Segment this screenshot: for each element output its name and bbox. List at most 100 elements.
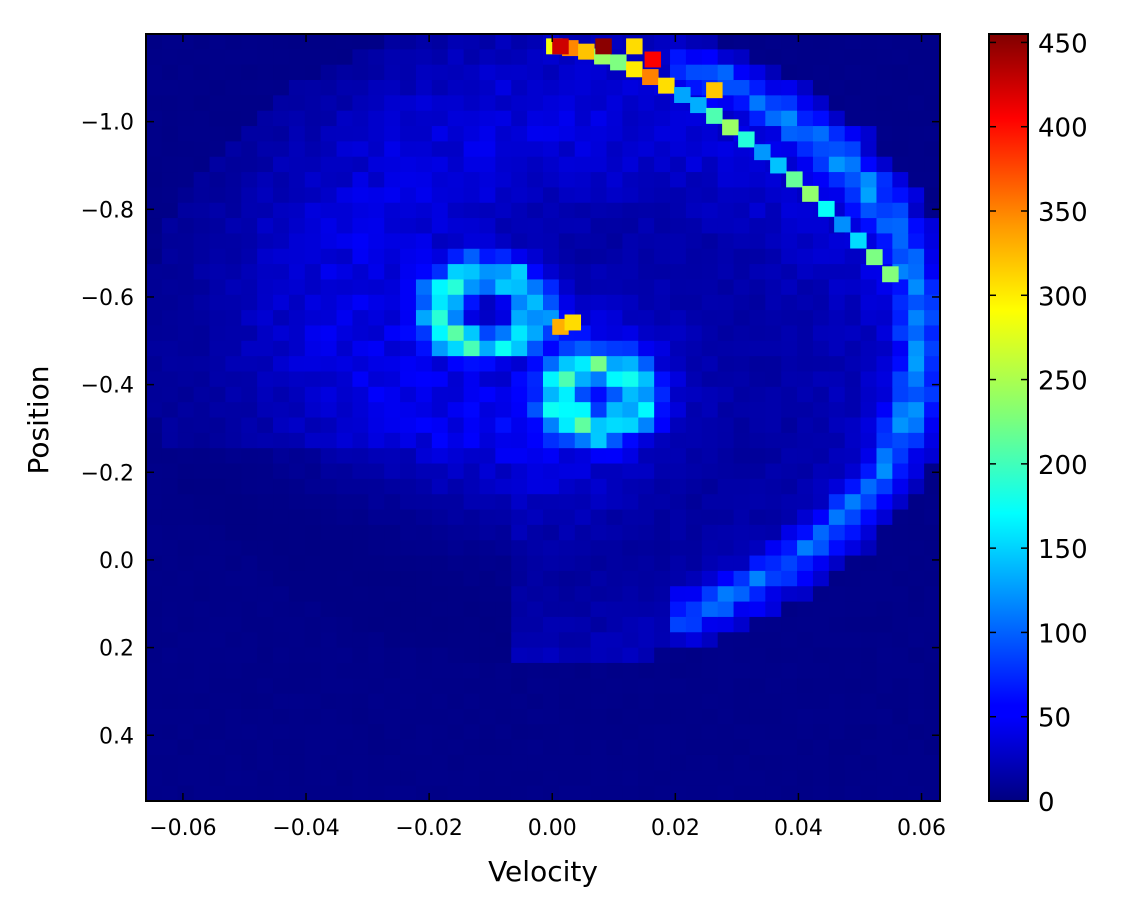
heatmap-cell	[273, 570, 290, 587]
heatmap-cell	[717, 693, 735, 710]
heatmap-cell	[670, 785, 687, 802]
heatmap-cell	[828, 340, 846, 357]
heatmap-cell	[670, 494, 687, 511]
heatmap-cell	[463, 632, 481, 649]
heatmap-cell	[844, 540, 862, 557]
heatmap-cell	[701, 432, 719, 449]
heatmap-cell	[606, 509, 623, 526]
heatmap-cell	[606, 616, 623, 633]
heatmap-cell	[733, 371, 751, 388]
heatmap-cell	[828, 49, 846, 66]
heatmap-cell	[463, 524, 481, 541]
heatmap-cell	[543, 264, 560, 281]
heatmap-cell	[447, 294, 465, 311]
heatmap-cell	[273, 264, 290, 281]
heatmap-cell	[288, 432, 306, 449]
heatmap-cell	[161, 279, 179, 296]
heatmap-cell	[146, 570, 163, 587]
y-tick-label: −0.2	[81, 461, 134, 486]
heatmap-cell	[368, 770, 385, 787]
heatmap-cell	[908, 325, 925, 342]
heatmap-cell	[479, 770, 496, 787]
heatmap-cell	[749, 80, 766, 96]
heatmap-cell	[193, 126, 211, 142]
heatmap-cell	[336, 34, 354, 50]
heatmap-cell	[844, 448, 862, 465]
heatmap-cell	[670, 586, 687, 603]
heatmap-cell	[415, 432, 433, 449]
heatmap-cell	[828, 555, 846, 572]
heatmap-cell	[336, 632, 354, 649]
heatmap-cell	[273, 540, 290, 557]
heatmap-cell	[177, 126, 195, 142]
heatmap-cell	[400, 540, 417, 557]
heatmap-cell	[670, 509, 687, 526]
heatmap-cell	[273, 432, 290, 449]
heatmap-cell	[574, 570, 592, 587]
heatmap-cell	[670, 356, 687, 373]
heatmap-cell	[146, 218, 163, 235]
heatmap-cell	[638, 509, 655, 526]
heatmap-cell	[590, 233, 608, 250]
heatmap-cell	[606, 570, 623, 587]
heatmap-cell	[543, 356, 560, 373]
heatmap-cell	[304, 693, 322, 710]
heatmap-cell	[876, 708, 893, 725]
heatmap-cell	[765, 524, 782, 541]
heatmap-cell	[320, 126, 338, 142]
heatmap-cell	[463, 586, 481, 603]
heatmap-cell	[352, 678, 369, 695]
heatmap-cell	[543, 371, 560, 388]
heatmap-cell	[352, 647, 369, 664]
heatmap-cell	[209, 754, 226, 771]
heatmap-cell	[638, 172, 655, 188]
heatmap-cell	[288, 172, 306, 188]
heatmap-cell	[606, 80, 623, 96]
heatmap-cell	[273, 294, 290, 311]
heatmap-cell	[225, 141, 242, 158]
heatmap-cell	[670, 110, 687, 127]
heatmap-cell	[146, 156, 163, 173]
heatmap-cell	[797, 218, 814, 235]
heatmap-cell	[225, 156, 242, 173]
heatmap-cell	[479, 248, 496, 265]
heatmap-cell	[638, 785, 655, 802]
colorbar-tick-label: 350	[1038, 198, 1088, 228]
heatmap-cell	[384, 402, 401, 419]
heatmap-cell	[606, 601, 623, 618]
heatmap-cell	[368, 647, 385, 664]
heatmap-cell	[384, 601, 401, 618]
heatmap-cell	[828, 233, 846, 250]
heatmap-cell	[860, 110, 878, 127]
heatmap-cell	[892, 325, 909, 342]
heatmap-cell	[431, 294, 449, 311]
heatmap-cell	[431, 49, 449, 66]
heatmap-cell	[812, 402, 830, 419]
heatmap-cell	[754, 144, 771, 161]
heatmap-cell	[320, 693, 338, 710]
heatmap-cell	[511, 402, 528, 419]
heatmap-cell	[257, 662, 274, 679]
heatmap-cell	[209, 708, 226, 725]
heatmap-cell	[368, 616, 385, 633]
heatmap-cell	[543, 156, 560, 173]
heatmap-cell	[336, 770, 354, 787]
heatmap-cell	[733, 724, 751, 741]
heatmap-cell	[495, 356, 512, 373]
heatmap-cell	[495, 509, 512, 526]
heatmap-cell	[384, 279, 401, 296]
heatmap-cell	[850, 232, 867, 249]
heatmap-cell	[908, 678, 925, 695]
heatmap-cell	[797, 586, 814, 603]
heatmap-cell	[828, 708, 846, 725]
heatmap-cell	[654, 248, 671, 265]
heatmap-cell	[161, 187, 179, 204]
heatmap-cell	[400, 126, 417, 142]
heatmap-cell	[368, 371, 385, 388]
heatmap-cell	[908, 708, 925, 725]
heatmap-cell	[812, 524, 830, 541]
heatmap-cell	[606, 708, 623, 725]
heatmap-cell	[495, 555, 512, 572]
heatmap-cell	[161, 95, 179, 112]
heatmap-cell	[527, 555, 544, 572]
